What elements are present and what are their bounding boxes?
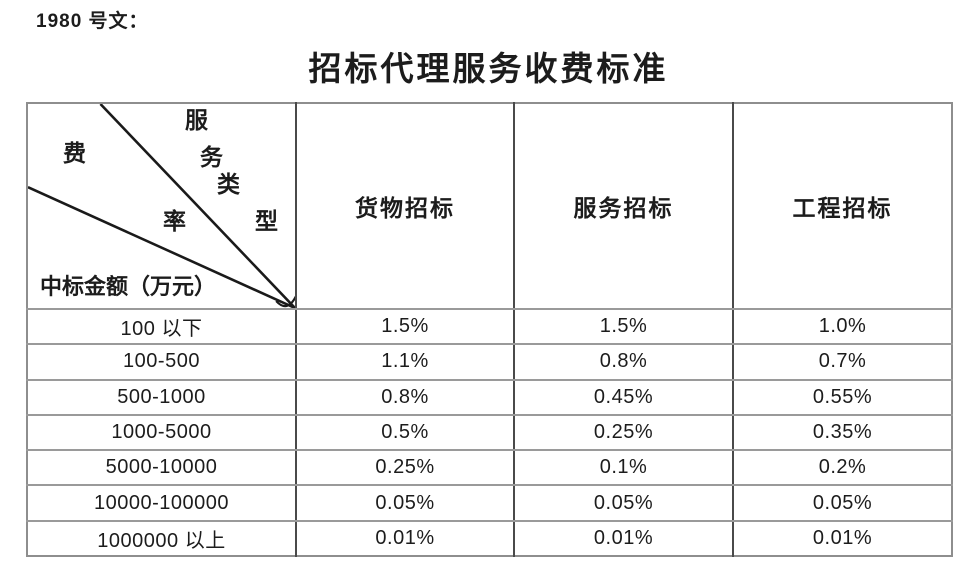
rate-cell: 1.1%: [296, 344, 515, 381]
rate-cell: 0.05%: [514, 485, 734, 522]
corner-char-service-4: 型: [255, 209, 278, 234]
rate-cell: 1.0%: [733, 309, 952, 346]
page-title: 招标代理服务收费标准: [308, 52, 669, 88]
row-label: 100-500: [27, 344, 297, 381]
rate-cell: 0.8%: [296, 379, 515, 416]
table-row: 100-500 1.1% 0.8% 0.7%: [27, 344, 952, 381]
table-row: 500-1000 0.8% 0.45% 0.55%: [27, 379, 952, 416]
rate-cell: 0.01%: [812, 526, 873, 549]
rate-cell: 0.2%: [733, 450, 952, 487]
row-label: 1000000 以上: [27, 520, 297, 556]
rate-cell: 0.8%: [514, 344, 734, 381]
table-row: 10000-100000 0.05% 0.05% 0.05%: [27, 485, 952, 522]
rate-cell: 0.05%: [296, 485, 515, 522]
rate-cell: 1.5%: [514, 309, 734, 346]
corner-char-service-1: 服: [185, 108, 208, 133]
rate-cell: 0.01%: [296, 520, 515, 556]
row-label: 100 以下: [27, 309, 297, 346]
table-row: 5000-10000 0.25% 0.1% 0.2%: [27, 450, 952, 487]
column-header-goods: 货物招标: [296, 103, 515, 310]
rate-cell: 0.5%: [296, 414, 515, 452]
row-label: 1000-5000: [27, 414, 297, 452]
column-header-services: 服务招标: [514, 103, 734, 310]
row-label: 10000-100000: [27, 485, 297, 522]
rate-cell: 1.5%: [296, 309, 515, 346]
doc-number: 1980 号文：: [36, 11, 149, 32]
header-row: 服 务 类 型 费 率 中标金额（万元） 货物招标 服务招标 工程招标: [27, 103, 952, 310]
column-header-works: 工程招标: [733, 103, 952, 310]
corner-char-service-3: 类: [217, 172, 240, 197]
rate-cell: 0.01%: [514, 520, 734, 556]
rate-cell: 0.25%: [296, 450, 515, 487]
table-row: 1000-5000 0.5% 0.25% 0.35%: [27, 414, 952, 452]
corner-amount-label: 中标金额（万元）: [40, 274, 217, 299]
table-row: 1000000 以上 0.01% 0.01% 0.01%: [27, 520, 952, 556]
rate-cell: 0.7%: [733, 344, 952, 381]
table-row: 100 以下 1.5% 1.5% 1.0%: [27, 309, 952, 346]
corner-char-service-2: 务: [200, 145, 223, 170]
rate-cell: 0.25%: [514, 414, 734, 452]
rate-cell: 0.55%: [733, 379, 952, 416]
rate-cell: 0.1%: [514, 450, 734, 487]
fee-table: 服 务 类 型 费 率 中标金额（万元） 货物招标 服务招标 工程招标 100 …: [26, 102, 953, 557]
rate-cell: 0.05%: [733, 485, 952, 522]
corner-char-rate-1: 费: [63, 141, 86, 166]
row-label: 5000-10000: [27, 450, 297, 487]
row-label: 500-1000: [27, 379, 297, 416]
rate-cell: 0.35%: [733, 414, 952, 452]
table-corner-header: 服 务 类 型 费 率 中标金额（万元）: [27, 103, 297, 310]
diagonal-divider-lines: [27, 103, 294, 307]
rate-cell: 0.45%: [514, 379, 734, 416]
corner-char-rate-2: 率: [163, 209, 186, 234]
